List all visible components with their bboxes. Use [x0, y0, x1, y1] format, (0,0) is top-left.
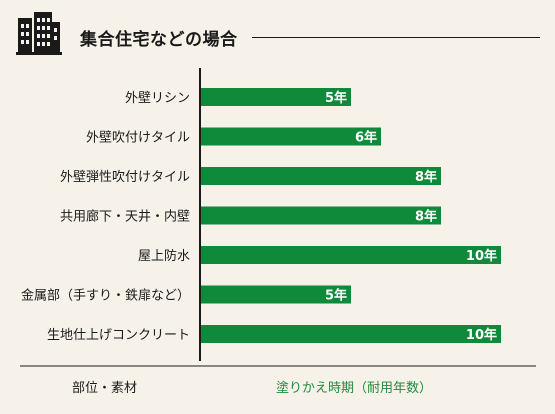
bar [201, 206, 441, 225]
category-label: 外壁吹付けタイル [86, 131, 190, 146]
chart-title: 集合住宅などの場合 [80, 30, 238, 50]
bar [201, 285, 351, 304]
category-label: 外壁弾性吹付けタイル [60, 170, 190, 185]
category-label: 共用廊下・天井・内壁 [60, 209, 190, 225]
bar-value-label: 5年 [325, 90, 347, 106]
bar-value-label: 10年 [466, 327, 497, 343]
value-axis-caption: 塗りかえ時期（耐用年数） [276, 381, 433, 396]
category-label: 屋上防水 [138, 248, 190, 264]
bar-value-label: 6年 [355, 130, 377, 146]
category-label: 生地仕上げコンクリート [47, 328, 190, 343]
bar [201, 167, 441, 185]
bar-value-label: 10年 [466, 248, 497, 264]
x-category-caption: 部位・素材 [72, 381, 138, 396]
bar [201, 127, 381, 146]
category-label: 外壁リシン [125, 91, 190, 106]
chart-header: 集合住宅などの場合 [16, 12, 540, 56]
building-icon [16, 12, 62, 55]
bar [201, 246, 501, 264]
bar [201, 88, 351, 106]
category-label: 金属部（手すり・鉄扉など） [21, 288, 190, 304]
bar-value-label: 8年 [415, 169, 437, 185]
bar-value-label: 8年 [415, 209, 437, 225]
bar-value-label: 5年 [325, 288, 347, 304]
bar [201, 325, 501, 343]
title-divider [252, 37, 540, 38]
